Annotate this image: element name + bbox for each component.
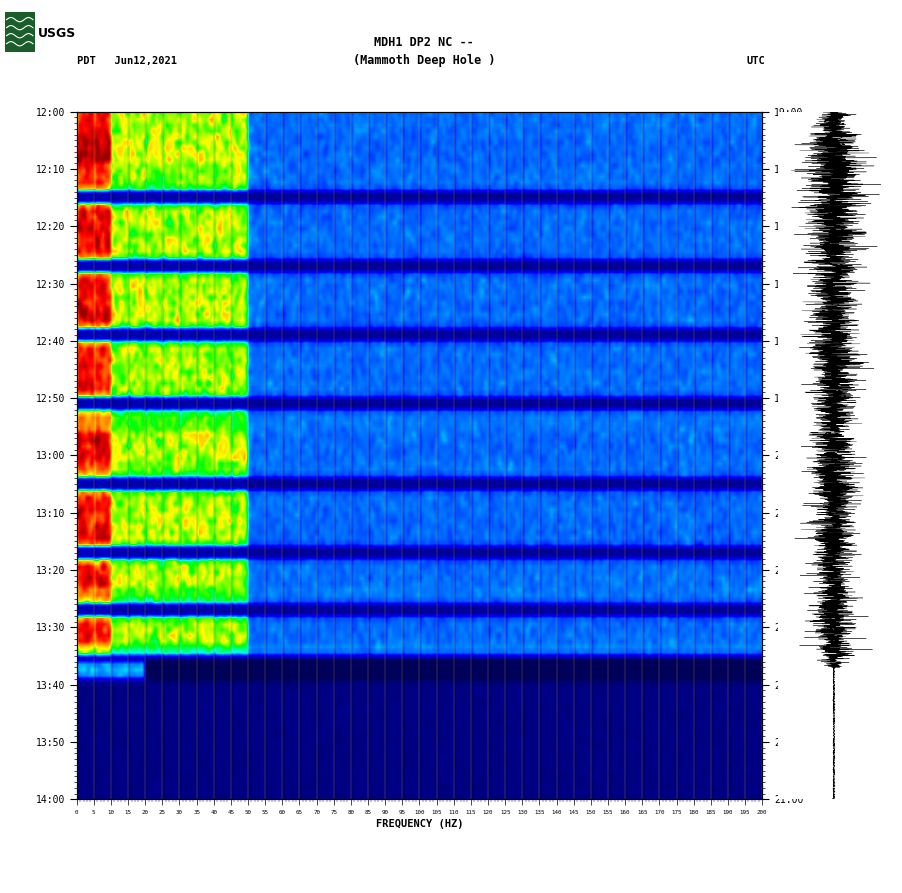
Text: MDH1 DP2 NC --: MDH1 DP2 NC -- — [374, 37, 474, 49]
Text: UTC: UTC — [746, 55, 765, 66]
X-axis label: FREQUENCY (HZ): FREQUENCY (HZ) — [375, 819, 464, 829]
Text: (Mammoth Deep Hole ): (Mammoth Deep Hole ) — [353, 54, 495, 67]
Bar — [5, 12, 35, 52]
Text: PDT   Jun12,2021: PDT Jun12,2021 — [77, 55, 177, 66]
Text: USGS: USGS — [38, 27, 77, 39]
